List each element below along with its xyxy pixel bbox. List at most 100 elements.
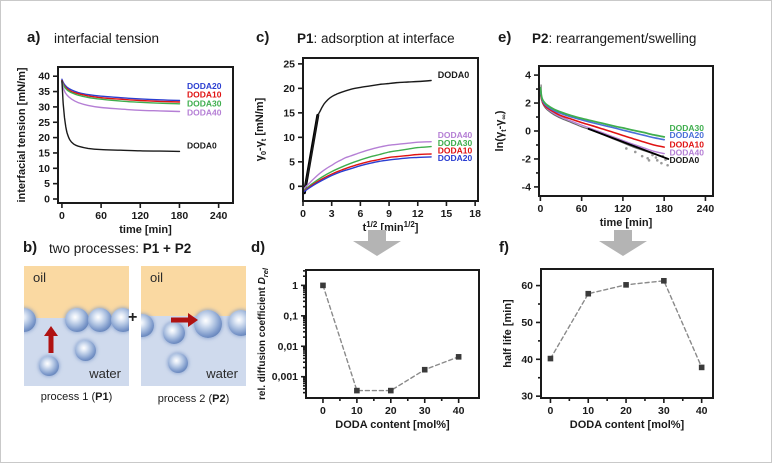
chart-adsorption-p1: 0 3 6 9 12 15 18 0 5 10 15 20 25 t1/2 [min1/2] γ0-γt […	[251, 43, 486, 237]
microgel-particle	[168, 353, 188, 373]
microgel-particle	[228, 310, 246, 336]
svg-text:10: 10	[351, 405, 363, 417]
svg-text:0,1: 0,1	[283, 310, 298, 322]
legend-DODA20: DODA20	[187, 81, 222, 91]
svg-text:half life [min]: half life [min]	[502, 299, 514, 368]
panel-b-title: two processes: P1 + P2	[49, 241, 192, 256]
svg-text:interfacial tension [mN/m]: interfacial tension [mN/m]	[16, 67, 28, 202]
svg-text:4: 4	[525, 70, 531, 82]
svg-text:40: 40	[696, 405, 708, 417]
svg-text:30: 30	[521, 391, 533, 403]
svg-text:35: 35	[38, 86, 50, 98]
panel-e-label: e)	[498, 29, 512, 46]
legend-DODA20: DODA20	[670, 130, 705, 140]
svg-text:1: 1	[292, 280, 298, 292]
microgel-particle	[88, 308, 112, 332]
panel-e-title: P2: rearrangement/swelling	[532, 31, 697, 46]
svg-text:40: 40	[453, 405, 465, 417]
svg-text:0: 0	[300, 208, 306, 220]
legend-DODA30: DODA30	[187, 98, 222, 108]
microgel-particle	[163, 322, 185, 344]
process-1-diagram: oil water	[24, 266, 129, 386]
svg-text:180: 180	[171, 210, 189, 222]
svg-text:time [min]: time [min]	[600, 217, 653, 229]
svg-text:60: 60	[95, 210, 107, 222]
upward-arrow-icon	[44, 326, 58, 353]
chart-diffusion-coefficient: 0 10 20 30 40 1 0,1 0,01 0,001 DODA content [mol%…	[253, 249, 485, 434]
svg-text:0: 0	[44, 194, 50, 206]
svg-text:10: 10	[38, 163, 50, 175]
microgel-particle	[111, 308, 129, 332]
svg-text:120: 120	[132, 210, 150, 222]
water-label: water	[89, 366, 121, 381]
svg-text:50: 50	[521, 317, 533, 329]
svg-text:20: 20	[385, 405, 397, 417]
svg-text:25: 25	[38, 117, 50, 129]
svg-text:60: 60	[576, 203, 588, 215]
svg-text:-2: -2	[522, 153, 531, 165]
svg-text:2: 2	[525, 98, 531, 110]
svg-text:6: 6	[357, 208, 363, 220]
process-1-caption: process 1 (P1)	[40, 391, 113, 403]
down-arrow-icon	[353, 230, 401, 256]
chart-half-life: 0 10 20 30 40 30 40 50 60 DODA content [mol%] half…	[499, 249, 723, 434]
svg-text:240: 240	[210, 210, 228, 222]
legend-DODA30: DODA30	[670, 123, 705, 133]
svg-text:rel. diffusion coefficient Dre: rel. diffusion coefficient Drel	[257, 267, 270, 400]
svg-text:9: 9	[386, 208, 392, 220]
legend-DODA0: DODA0	[438, 70, 470, 80]
legend-DODA30: DODA30	[438, 138, 473, 148]
svg-text:15: 15	[283, 107, 295, 119]
legend-DODA10: DODA10	[187, 90, 222, 100]
svg-text:time [min]: time [min]	[119, 224, 172, 236]
plus-sign: +	[128, 309, 138, 326]
microgel-particle	[24, 308, 36, 332]
svg-text:60: 60	[521, 280, 533, 292]
svg-text:0: 0	[289, 181, 295, 193]
legend-DODA40: DODA40	[187, 107, 222, 117]
microgel-particle	[75, 340, 96, 361]
svg-text:DODA content [mol%]: DODA content [mol%]	[335, 419, 450, 431]
svg-text:5: 5	[289, 156, 295, 168]
legend-DODA0: DODA0	[187, 141, 217, 151]
legend-DODA40: DODA40	[670, 148, 705, 158]
svg-text:0: 0	[537, 203, 543, 215]
svg-text:0: 0	[320, 405, 326, 417]
chart-f-plot: 0 10 20 30 40 30 40 50 60 DODA content [mol%] half…	[502, 268, 714, 431]
svg-text:0: 0	[525, 126, 531, 138]
svg-text:γ0-γt [mN/m]: γ0-γt [mN/m]	[254, 97, 268, 161]
svg-text:40: 40	[38, 71, 50, 83]
legend-DODA0: DODA0	[670, 155, 700, 165]
rightward-arrow-icon	[171, 313, 198, 327]
svg-text:0,01: 0,01	[278, 341, 299, 353]
chart-interfacial-tension: 0 60 120 180 240 0 5 10 15 20 25 30 35 40 time [min] in…	[13, 51, 241, 239]
svg-text:180: 180	[655, 203, 673, 215]
svg-text:30: 30	[38, 101, 50, 113]
microgel-particle	[65, 308, 89, 332]
svg-text:40: 40	[521, 354, 533, 366]
svg-text:0,001: 0,001	[272, 371, 298, 383]
microgel-particle	[39, 356, 59, 376]
svg-text:15: 15	[441, 208, 453, 220]
svg-text:30: 30	[419, 405, 431, 417]
svg-text:120: 120	[614, 203, 632, 215]
legend-DODA10: DODA10	[438, 146, 473, 156]
legend-DODA40: DODA40	[438, 130, 473, 140]
water-label: water	[206, 366, 238, 381]
chart-rearrangement-p2: 0 60 120 180 240 -4 -2 0 2 4 time [min] ln(γt-γ∞) DO…	[491, 43, 723, 232]
process-2-caption: process 2 (P2)	[157, 393, 230, 405]
oil-phase	[141, 266, 246, 316]
svg-text:20: 20	[283, 83, 295, 95]
svg-text:3: 3	[329, 208, 335, 220]
svg-text:-4: -4	[522, 181, 531, 193]
oil-label: oil	[33, 270, 47, 285]
down-arrow-icon	[599, 230, 647, 256]
chart-a-plot: 0 60 120 180 240 0 5 10 15 20 25 30 35 40 time [min] in…	[16, 66, 234, 236]
panel-a-title: interfacial tension	[54, 31, 160, 46]
process-2-diagram: oil water	[141, 266, 246, 386]
panel-c-label: c)	[256, 29, 270, 46]
svg-text:10: 10	[283, 132, 295, 144]
svg-text:0: 0	[548, 405, 554, 417]
